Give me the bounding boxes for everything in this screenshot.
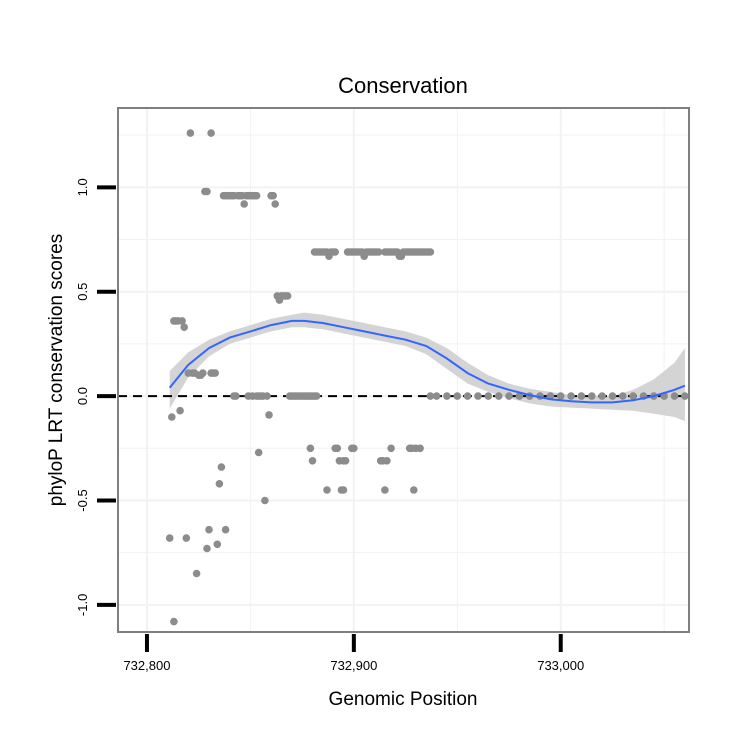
data-point bbox=[387, 444, 395, 453]
data-point bbox=[374, 248, 383, 256]
grid-lines bbox=[118, 108, 689, 632]
confidence-band bbox=[169, 312, 685, 422]
data-point bbox=[515, 392, 524, 400]
data-point bbox=[670, 392, 679, 400]
data-point bbox=[211, 369, 219, 377]
x-axis: 732,800 732,900 733,000 bbox=[123, 634, 584, 673]
data-point bbox=[312, 392, 321, 400]
chart-title: Conservation bbox=[338, 73, 468, 98]
data-points bbox=[165, 129, 689, 626]
data-point bbox=[588, 392, 596, 400]
data-point bbox=[232, 392, 240, 400]
data-point bbox=[341, 457, 350, 465]
x-tick-label: 732,900 bbox=[330, 658, 377, 673]
data-point bbox=[182, 534, 191, 542]
data-point bbox=[207, 129, 215, 137]
data-point bbox=[619, 392, 627, 400]
data-point bbox=[350, 444, 358, 453]
data-point bbox=[176, 406, 184, 415]
data-point bbox=[283, 292, 292, 300]
plot-panel-border bbox=[117, 107, 690, 633]
y-tick-label: 0.0 bbox=[75, 387, 90, 405]
data-point bbox=[339, 486, 348, 494]
y-axis: -1.0 -0.5 0.0 0.5 1.0 bbox=[75, 178, 116, 616]
data-point bbox=[323, 486, 331, 494]
data-point bbox=[629, 392, 637, 400]
data-point bbox=[598, 392, 606, 400]
y-tick-label: -1.0 bbox=[75, 594, 90, 616]
data-point bbox=[484, 392, 493, 400]
data-point bbox=[192, 569, 201, 578]
data-point bbox=[426, 392, 435, 400]
data-point bbox=[180, 323, 188, 332]
y-tick-label: 0.5 bbox=[75, 283, 90, 301]
data-point bbox=[199, 369, 207, 377]
data-point bbox=[308, 457, 317, 465]
y-axis-label: phyloP LRT conservation scores bbox=[46, 234, 67, 507]
data-point bbox=[681, 392, 689, 400]
data-point bbox=[306, 444, 315, 453]
data-point bbox=[269, 191, 278, 200]
data-point bbox=[221, 525, 230, 534]
data-point bbox=[608, 392, 617, 400]
data-point bbox=[271, 200, 280, 208]
data-point bbox=[410, 486, 418, 494]
data-point bbox=[432, 392, 441, 400]
data-point bbox=[383, 457, 391, 465]
data-point bbox=[416, 444, 424, 453]
data-point bbox=[577, 392, 586, 400]
data-point bbox=[333, 444, 342, 453]
data-point bbox=[426, 248, 435, 256]
data-point bbox=[170, 617, 178, 626]
data-point bbox=[443, 392, 451, 400]
data-point bbox=[203, 187, 211, 196]
data-point bbox=[168, 413, 176, 421]
data-point bbox=[252, 191, 261, 200]
data-point bbox=[265, 411, 273, 419]
data-point bbox=[203, 544, 211, 553]
x-tick-label: 733,000 bbox=[537, 658, 584, 673]
data-point bbox=[213, 540, 222, 549]
x-axis-label: Genomic Position bbox=[329, 689, 478, 710]
data-point bbox=[505, 392, 513, 400]
data-point bbox=[453, 392, 462, 400]
data-point bbox=[186, 129, 195, 137]
data-point bbox=[165, 534, 174, 542]
data-point bbox=[556, 392, 565, 400]
data-point bbox=[494, 392, 503, 400]
plot-panel bbox=[117, 107, 690, 633]
y-tick-label: 1.0 bbox=[75, 178, 90, 196]
data-point bbox=[263, 392, 271, 400]
data-point bbox=[254, 448, 263, 457]
data-point bbox=[567, 392, 575, 400]
data-point bbox=[215, 480, 224, 488]
data-point bbox=[178, 317, 186, 325]
data-point bbox=[474, 392, 482, 400]
data-point bbox=[217, 463, 226, 471]
data-point bbox=[240, 200, 248, 208]
x-tick-label: 732,800 bbox=[123, 658, 170, 673]
data-point bbox=[331, 248, 340, 256]
y-tick-label: -0.5 bbox=[75, 489, 90, 511]
data-point bbox=[205, 525, 213, 534]
data-point bbox=[463, 392, 472, 400]
data-point bbox=[381, 486, 389, 494]
data-point bbox=[261, 496, 269, 505]
smooth-trend-line bbox=[168, 319, 686, 404]
